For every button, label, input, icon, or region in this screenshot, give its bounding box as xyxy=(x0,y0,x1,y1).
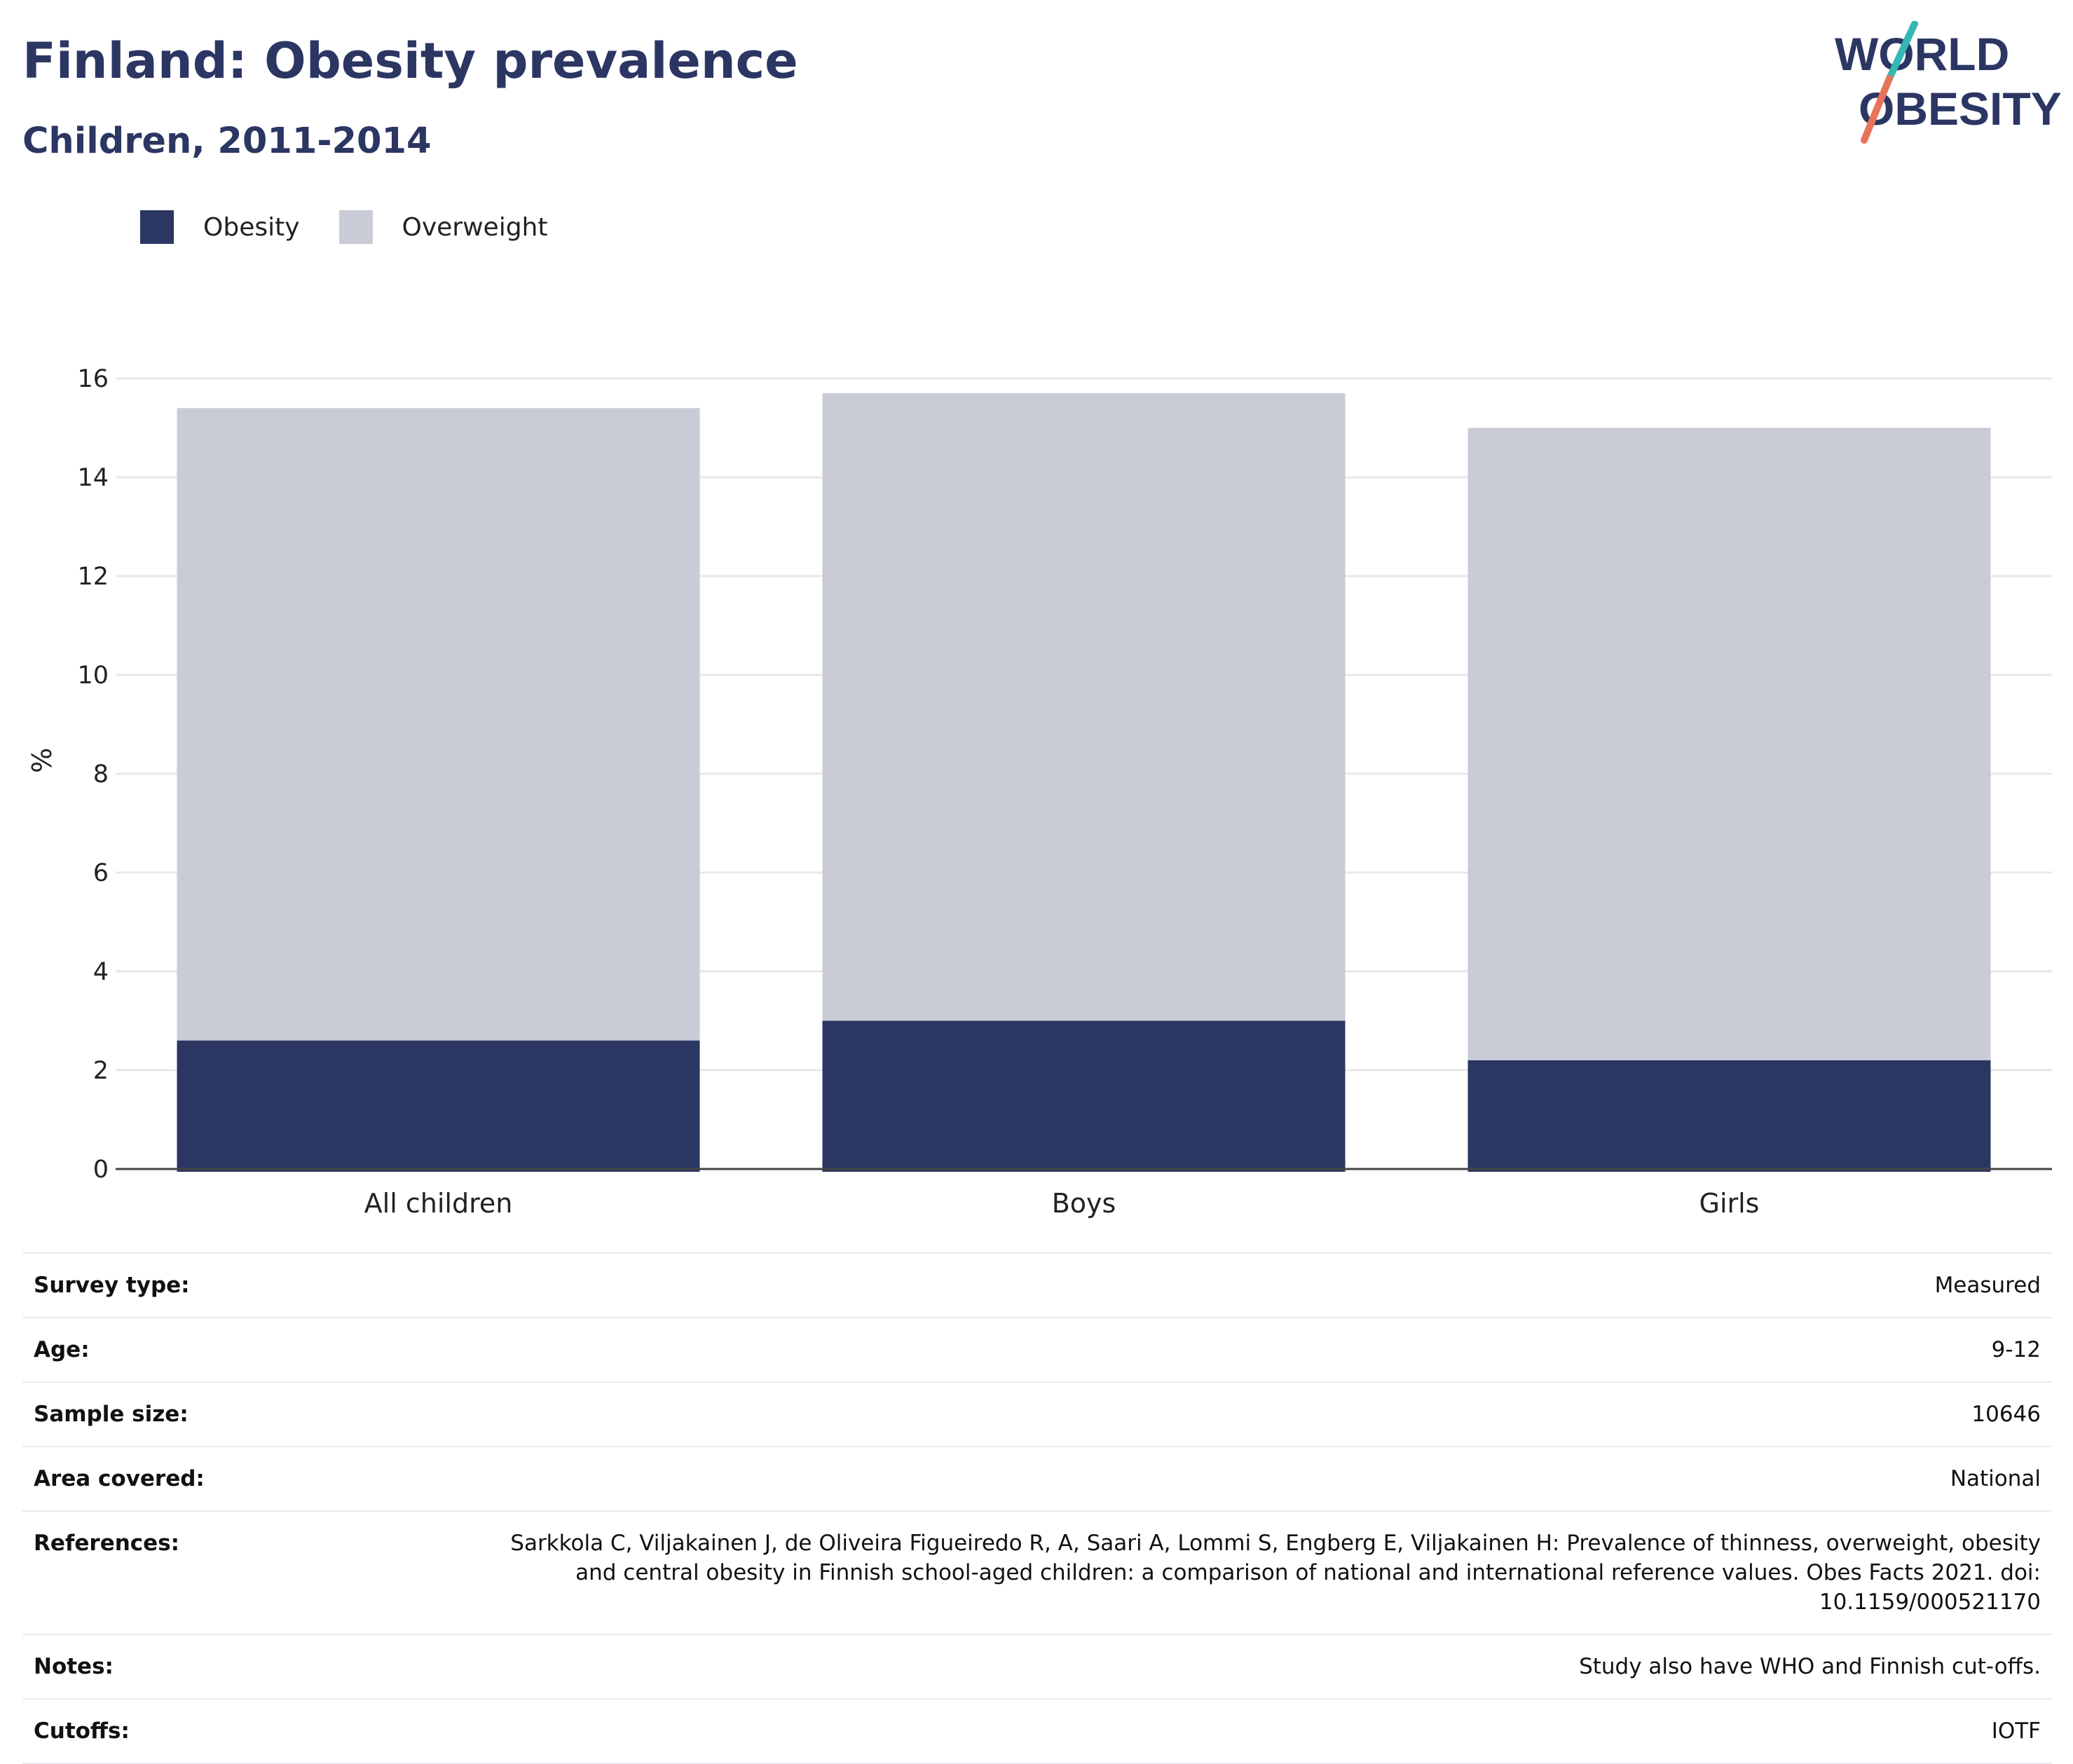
bar-obesity xyxy=(1467,1060,1991,1172)
bars xyxy=(177,393,1991,1172)
legend-label-overweight: Overweight xyxy=(402,212,548,242)
survey-info-table: Survey type: Measured Age: 9-12 Sample size:… xyxy=(22,1252,2052,1764)
x-tick-label: Girls xyxy=(1699,1188,1760,1219)
y-tick-labels: 0 2 4 6 8 10 12 14 16 xyxy=(77,365,109,1184)
info-row: Area covered: National xyxy=(22,1447,2052,1511)
bar-obesity xyxy=(177,1040,700,1172)
bar-chart: 0 2 4 6 8 10 12 14 16 All children Boys Girls % xyxy=(27,365,2052,1219)
info-label: Sample size: xyxy=(34,1402,189,1427)
y-tick-label: 2 xyxy=(93,1057,109,1085)
legend-label-obesity: Obesity xyxy=(203,212,300,242)
logo-line1: WORLD xyxy=(1835,28,2009,80)
info-value: 10646 xyxy=(1971,1402,2041,1427)
info-label: Area covered: xyxy=(34,1466,205,1491)
info-row: References: Sarkkola C, Viljakainen J, de… xyxy=(22,1511,2052,1634)
y-tick-label: 10 xyxy=(77,662,109,690)
x-tick-label: All children xyxy=(364,1188,513,1219)
info-label: References: xyxy=(34,1531,180,1556)
info-value: IOTF xyxy=(1991,1718,2041,1744)
bar-overweight xyxy=(1467,428,1991,1172)
info-label: Survey type: xyxy=(34,1273,190,1298)
y-tick-label: 12 xyxy=(77,563,109,591)
info-row: Survey type: Measured xyxy=(22,1253,2052,1318)
y-tick-label: 4 xyxy=(93,958,109,986)
info-label: Age: xyxy=(34,1337,90,1362)
x-tick-labels: All children Boys Girls xyxy=(364,1188,1760,1219)
legend: Obesity Overweight xyxy=(140,207,587,247)
page-title: Finland: Obesity prevalence xyxy=(22,32,798,90)
y-tick-label: 0 xyxy=(93,1156,109,1184)
info-row: Cutoffs: IOTF xyxy=(22,1699,2052,1763)
info-value: Sarkkola C, Viljakainen J, de Oliveira F… xyxy=(510,1531,2041,1615)
info-label: Cutoffs: xyxy=(34,1718,130,1744)
y-tick-label: 8 xyxy=(93,760,109,788)
logo-line2: OBESITY xyxy=(1859,83,2060,135)
logo-slash-coral xyxy=(1861,75,1893,144)
info-row: Age: 9-12 xyxy=(22,1318,2052,1382)
y-tick-label: 6 xyxy=(93,859,109,887)
info-value: National xyxy=(1950,1466,2041,1491)
logo-slash-teal xyxy=(1886,21,1918,82)
legend-item-obesity: Obesity xyxy=(140,210,300,244)
info-value: 9-12 xyxy=(1991,1337,2041,1362)
legend-swatch-obesity xyxy=(140,210,174,244)
info-value: Measured xyxy=(1934,1273,2041,1298)
bar-obesity xyxy=(822,1020,1346,1172)
page-subtitle: Children, 2011-2014 xyxy=(22,121,432,162)
y-axis-label: % xyxy=(27,748,57,773)
info-row: Notes: Study also have WHO and Finnish cu… xyxy=(22,1634,2052,1699)
info-label: Notes: xyxy=(34,1654,114,1679)
y-tick-label: 16 xyxy=(77,365,109,393)
legend-item-overweight: Overweight xyxy=(338,210,548,244)
world-obesity-logo: WORLD OBESITY xyxy=(1835,21,2060,144)
info-value: Study also have WHO and Finnish cut-offs… xyxy=(1579,1654,2041,1679)
info-row: Sample size: 10646 xyxy=(22,1382,2052,1447)
y-tick-label: 14 xyxy=(77,464,109,492)
x-tick-label: Boys xyxy=(1052,1188,1116,1219)
legend-swatch-overweight xyxy=(338,210,373,244)
